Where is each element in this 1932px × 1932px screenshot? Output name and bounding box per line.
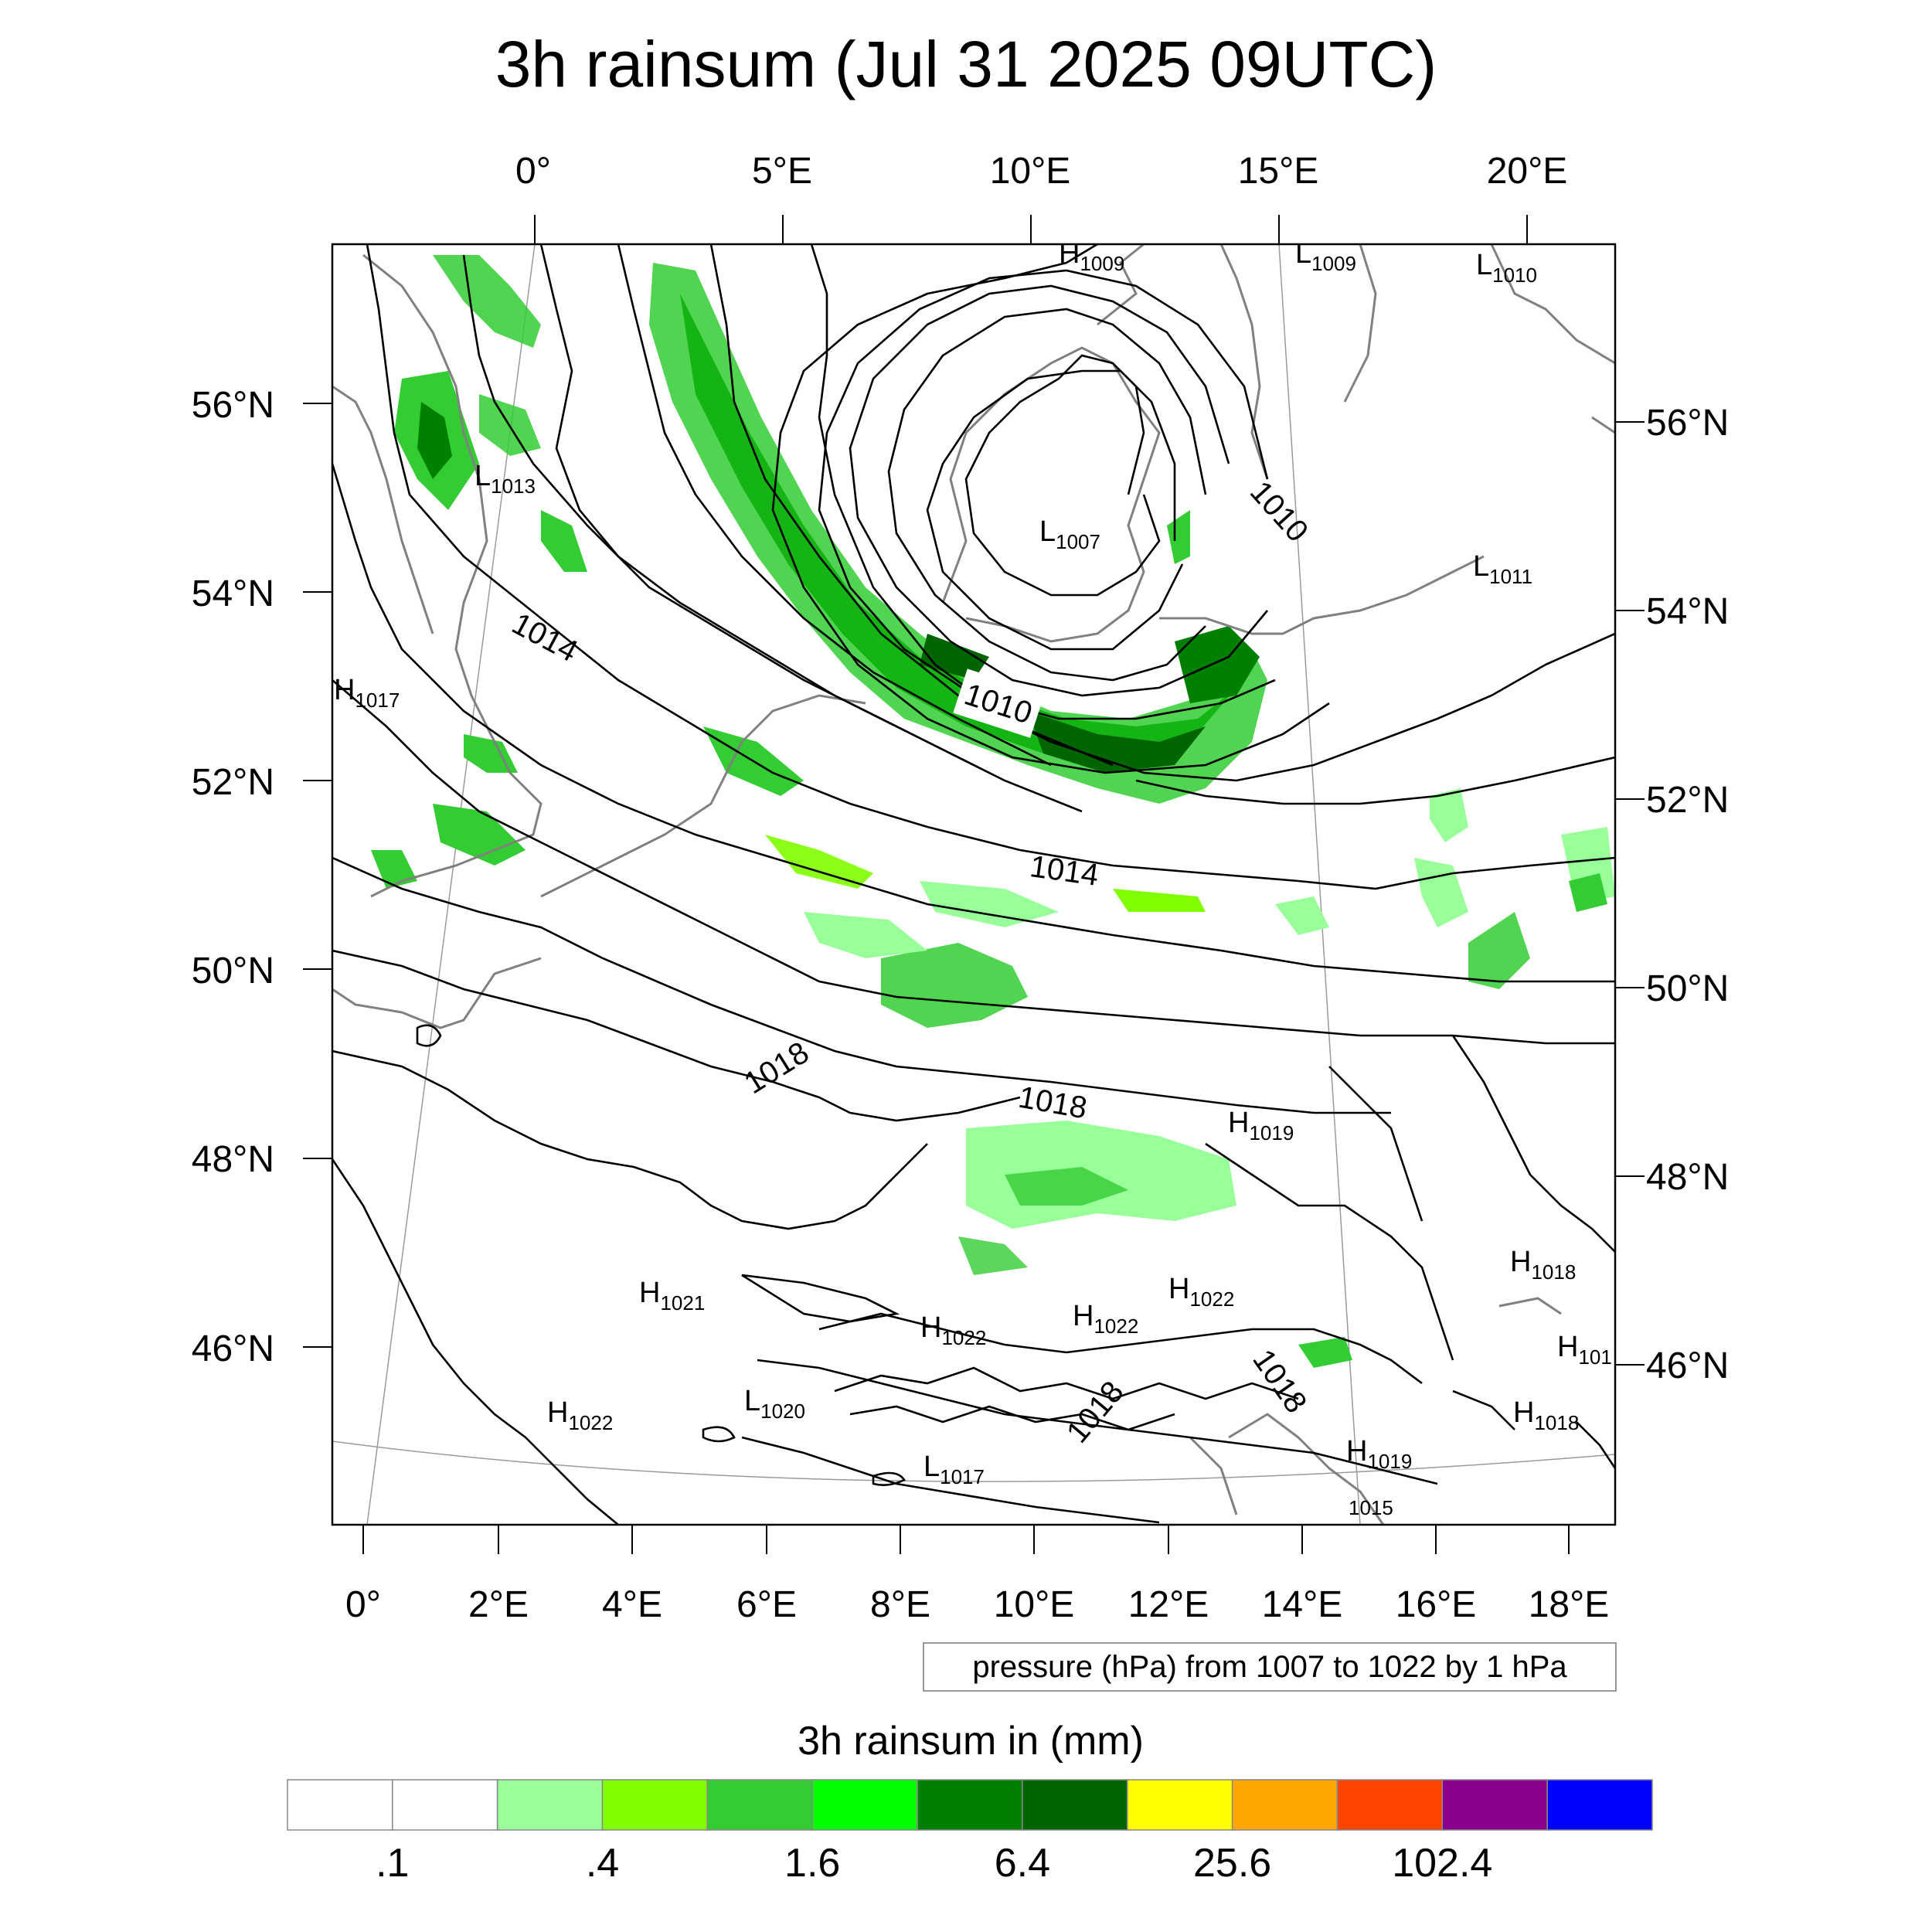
map-title: 3h rainsum (Jul 31 2025 09UTC) xyxy=(495,28,1437,100)
right-lat-label: 48°N xyxy=(1646,1157,1729,1198)
colorbar-box xyxy=(1336,1779,1444,1831)
colorbar-box xyxy=(601,1779,709,1831)
colorbar: 3h rainsum in (mm) .1 .4 1.6 6.4 25.6 102.4 xyxy=(287,1719,1653,1886)
center-label: H1022 xyxy=(1168,1273,1234,1311)
left-lat-label: 52°N xyxy=(192,762,274,803)
bottom-lon-label: 16°E xyxy=(1396,1584,1477,1625)
center-label: L1010 xyxy=(1476,249,1537,287)
center-label: H1022 xyxy=(1073,1300,1138,1338)
left-lat-label: 46°N xyxy=(192,1328,274,1369)
pressure-centers: H1009 L1009 L1010 L1013 L1007 L1011 H101… xyxy=(334,237,1612,1519)
center-label: H1009 xyxy=(1059,237,1124,275)
top-lon-label: 15°E xyxy=(1238,151,1319,192)
center-label: H1019 xyxy=(1228,1107,1294,1145)
right-lat-label: 46°N xyxy=(1646,1345,1729,1386)
center-label: H1017 xyxy=(334,674,400,712)
bottom-lon-label: 6°E xyxy=(736,1584,797,1625)
colorbar-tick-label: 102.4 xyxy=(1392,1841,1492,1886)
left-lat-labels: 56°N 54°N 52°N 50°N 48°N 46°N xyxy=(192,385,332,1369)
bottom-lon-label: 18°E xyxy=(1529,1584,1610,1625)
colorbar-box xyxy=(811,1779,918,1831)
top-lon-label: 20°E xyxy=(1487,151,1568,192)
colorbar-box xyxy=(287,1779,393,1831)
bottom-lon-label: 2°E xyxy=(468,1584,529,1625)
center-label: H1019 xyxy=(1346,1435,1412,1473)
pressure-info-box: pressure (hPa) from 1007 to 1022 by 1 hP… xyxy=(923,1642,1617,1692)
center-label: H101 xyxy=(1557,1331,1612,1369)
center-label: 1015 xyxy=(1349,1496,1393,1519)
center-label: H1022 xyxy=(547,1396,613,1434)
center-label: L1009 xyxy=(1295,237,1356,275)
coastlines xyxy=(332,244,1615,1525)
left-lat-label: 54°N xyxy=(192,573,274,614)
bottom-lon-label: 4°E xyxy=(602,1584,662,1625)
colorbar-box xyxy=(496,1779,604,1831)
colorbar-tick-label: 6.4 xyxy=(995,1841,1050,1886)
colorbar-box xyxy=(1127,1779,1233,1831)
colorbar-tick-label: .1 xyxy=(376,1841,409,1886)
bottom-lon-label: 8°E xyxy=(870,1584,930,1625)
colorbar-box xyxy=(917,1779,1023,1831)
center-label: H1022 xyxy=(920,1311,986,1349)
pressure-info-text: pressure (hPa) from 1007 to 1022 by 1 hP… xyxy=(972,1650,1567,1684)
right-lat-labels: 56°N 54°N 52°N 50°N 48°N 46°N xyxy=(1615,403,1729,1386)
colorbar-tick-label: 25.6 xyxy=(1193,1841,1271,1886)
colorbar-box xyxy=(1546,1779,1653,1831)
colorbar-title: 3h rainsum in (mm) xyxy=(798,1719,1144,1764)
colorbar-tick-label: 1.6 xyxy=(784,1841,840,1886)
center-label: L1011 xyxy=(1473,550,1532,588)
bottom-lon-label: 14°E xyxy=(1262,1584,1343,1625)
colorbar-box xyxy=(392,1779,498,1831)
right-lat-label: 54°N xyxy=(1646,591,1729,632)
center-label: L1017 xyxy=(923,1451,985,1488)
colorbar-tick-labels: .1 .4 1.6 6.4 25.6 102.4 xyxy=(376,1841,1492,1886)
right-lat-label: 50°N xyxy=(1646,968,1729,1009)
center-label: L1007 xyxy=(1039,515,1100,553)
isobars xyxy=(332,244,1615,1525)
map-area: 1010 1014 1010 1014 1018 1018 1018 1018 … xyxy=(331,237,1617,1526)
top-lon-label: 10°E xyxy=(990,151,1071,192)
map-frame xyxy=(331,243,1617,1526)
colorbar-tick-label: .4 xyxy=(586,1841,619,1886)
top-lon-label: 5°E xyxy=(752,151,812,192)
center-label: H1018 xyxy=(1510,1246,1576,1284)
center-label: H1021 xyxy=(639,1277,705,1315)
bottom-lon-label: 12°E xyxy=(1128,1584,1209,1625)
bottom-lon-label: 10°E xyxy=(994,1584,1075,1625)
colorbar-box xyxy=(1231,1779,1338,1831)
bottom-lon-label: 0° xyxy=(345,1584,381,1625)
colorbar-box xyxy=(1022,1779,1128,1831)
bottom-lon-labels: 0° 2°E 4°E 6°E 8°E 10°E 12°E 14°E 16°E 1… xyxy=(345,1525,1609,1625)
colorbar-box xyxy=(706,1779,813,1831)
left-lat-label: 50°N xyxy=(192,951,274,992)
top-lon-labels: 0° 5°E 10°E 15°E 20°E xyxy=(515,151,1567,244)
right-lat-label: 52°N xyxy=(1646,780,1729,821)
top-lon-label: 0° xyxy=(515,151,551,192)
colorbar-boxes xyxy=(287,1779,1653,1831)
right-lat-label: 56°N xyxy=(1646,403,1729,444)
colorbar-box xyxy=(1441,1779,1548,1831)
center-label: H1018 xyxy=(1513,1396,1579,1434)
center-label: L1013 xyxy=(474,460,536,498)
left-lat-label: 56°N xyxy=(192,385,274,426)
left-lat-label: 48°N xyxy=(192,1139,274,1180)
graticule xyxy=(332,244,1615,1525)
center-label: L1020 xyxy=(744,1385,805,1423)
